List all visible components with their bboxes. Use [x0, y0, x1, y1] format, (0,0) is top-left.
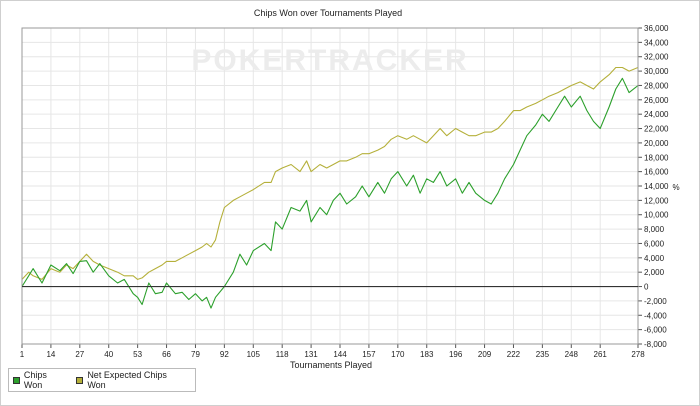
plot-area-border [21, 27, 639, 345]
y-tick-label: 16,000 [644, 168, 669, 177]
x-tick-label: 79 [191, 350, 200, 359]
x-tick-label: 14 [46, 350, 55, 359]
y-tick-label: -6,000 [644, 326, 667, 335]
x-tick-label: 144 [333, 350, 347, 359]
legend-label-net-expected: Net Expected Chips Won [87, 370, 167, 390]
y-tick-label: 26,000 [644, 96, 669, 105]
y-tick-label: 8,000 [644, 225, 665, 234]
y-tick-label: 22,000 [644, 125, 669, 134]
x-tick-label: 66 [162, 350, 171, 359]
x-tick-label: 118 [276, 350, 289, 359]
legend-swatch-chips-won [13, 376, 20, 384]
y-tick-label: 4,000 [644, 254, 665, 263]
y-tick-label: -8,000 [644, 340, 667, 349]
y-axis-unit-label: % [672, 183, 679, 192]
y-tick-label: 2,000 [644, 268, 665, 277]
watermark-logo: POKERTRACKER [191, 44, 468, 77]
y-tick-label: 14,000 [644, 182, 669, 191]
x-tick-label: 53 [133, 350, 142, 359]
y-tick-label: -4,000 [644, 311, 667, 320]
series-line-chips-won [21, 77, 639, 309]
y-tick-label: 20,000 [644, 139, 669, 148]
y-tick-label: 28,000 [644, 81, 669, 90]
x-tick-label: 222 [507, 350, 521, 359]
legend-item-net-expected: Net Expected Chips Won [76, 370, 185, 390]
y-tick-label: 30,000 [644, 67, 669, 76]
x-tick-label: 183 [420, 350, 434, 359]
x-tick-label: 196 [449, 350, 463, 359]
x-tick-label: 261 [594, 350, 608, 359]
legend-item-chips-won: Chips Won [13, 370, 66, 390]
y-tick-label: 18,000 [644, 153, 669, 162]
y-tick-label: 12,000 [644, 196, 669, 205]
chart-title: Chips Won over Tournaments Played [253, 8, 403, 18]
x-tick-label: 157 [362, 350, 376, 359]
y-tick-label: 36,000 [644, 24, 669, 33]
y-tick-label: -2,000 [644, 297, 667, 306]
x-tick-label: 131 [304, 350, 318, 359]
x-tick-label: 235 [536, 350, 550, 359]
x-tick-label: 170 [391, 350, 405, 359]
x-tick-label: 248 [565, 350, 579, 359]
series-line-net-expected [21, 66, 639, 280]
legend-label-chips-won: Chips Won [23, 370, 47, 390]
y-tick-label: 10,000 [644, 211, 669, 220]
x-tick-label: 1 [20, 350, 25, 359]
y-tick-label: 32,000 [644, 53, 669, 62]
y-tick-label: 34,000 [644, 38, 669, 47]
y-tick-label: 24,000 [644, 110, 669, 119]
x-tick-label: 105 [247, 350, 261, 359]
x-axis-label: Tournaments Played [290, 360, 372, 370]
x-tick-label: 92 [220, 350, 229, 359]
x-tick-label: 278 [631, 350, 645, 359]
legend: Chips Won Net Expected Chips Won [8, 368, 196, 392]
axes: -8,000 -6,000 -4,000 -2,000 0 2,000 4,000 6,000… [20, 24, 669, 359]
y-tick-label: 0 [644, 283, 649, 292]
x-tick-label: 27 [75, 350, 84, 359]
x-tick-label: 209 [478, 350, 492, 359]
legend-swatch-net-expected [76, 376, 84, 384]
y-tick-label: 6,000 [644, 239, 665, 248]
x-tick-label: 40 [104, 350, 113, 359]
